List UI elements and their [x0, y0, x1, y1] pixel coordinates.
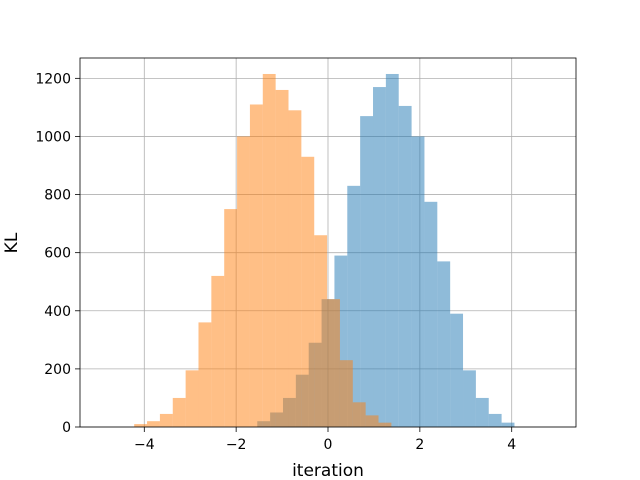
plot-frame [79, 57, 577, 428]
y-tick-label: 0 [62, 420, 71, 436]
series-1-bar [488, 413, 502, 427]
series-1-bar [437, 261, 451, 427]
series-1-bar [411, 136, 425, 427]
series-2-bar [134, 424, 148, 427]
series-2-bar [378, 422, 392, 427]
x-axis-label: iteration [292, 461, 364, 480]
series-2-bar [288, 110, 302, 428]
series-2-bar [198, 322, 212, 427]
series-1-bar [475, 397, 489, 427]
series-1-bar [385, 73, 399, 427]
x-tick-label: −4 [134, 437, 155, 453]
bars [134, 73, 515, 428]
series-2-bar [185, 370, 199, 427]
x-tick-label: −2 [226, 437, 247, 453]
series-2-bar [327, 299, 340, 427]
series-2-bar [365, 415, 379, 427]
x-tick-label: 4 [507, 437, 516, 453]
series-1-bar [360, 116, 374, 428]
series-1-bar [424, 201, 438, 427]
series-2-bar [314, 235, 328, 427]
ticks: −4 −2 0 2 4 0 200 400 600 800 1000 1200 [35, 71, 516, 453]
series-1-bar [501, 422, 515, 427]
series-2-bar [237, 136, 250, 427]
x-tick-label: 2 [415, 437, 424, 453]
series-2-bar [301, 156, 315, 427]
series-2-bar [249, 104, 263, 427]
series-2-bar [211, 275, 225, 427]
series-2-bar [172, 397, 186, 427]
series-1-bar [463, 370, 476, 427]
y-tick-label: 1000 [35, 129, 71, 145]
y-tick-label: 600 [44, 246, 71, 262]
series-2-bar [147, 421, 160, 427]
x-tick-label: 0 [324, 437, 333, 453]
series-2-bar [262, 73, 276, 427]
y-tick-label: 800 [44, 188, 71, 204]
series-2-bar [224, 209, 238, 427]
y-tick-label: 200 [44, 362, 71, 378]
series-2-bar [352, 402, 366, 427]
series-2-bar [275, 89, 289, 427]
series-1-bar [373, 87, 386, 427]
series-1-bar [398, 105, 412, 427]
series-2-bar [339, 360, 353, 427]
y-tick-label: 1200 [35, 71, 71, 87]
series-2-bar [159, 413, 173, 427]
y-axis-label: KL [2, 232, 22, 253]
y-tick-label: 400 [44, 304, 71, 320]
series-1-bar [450, 313, 464, 427]
